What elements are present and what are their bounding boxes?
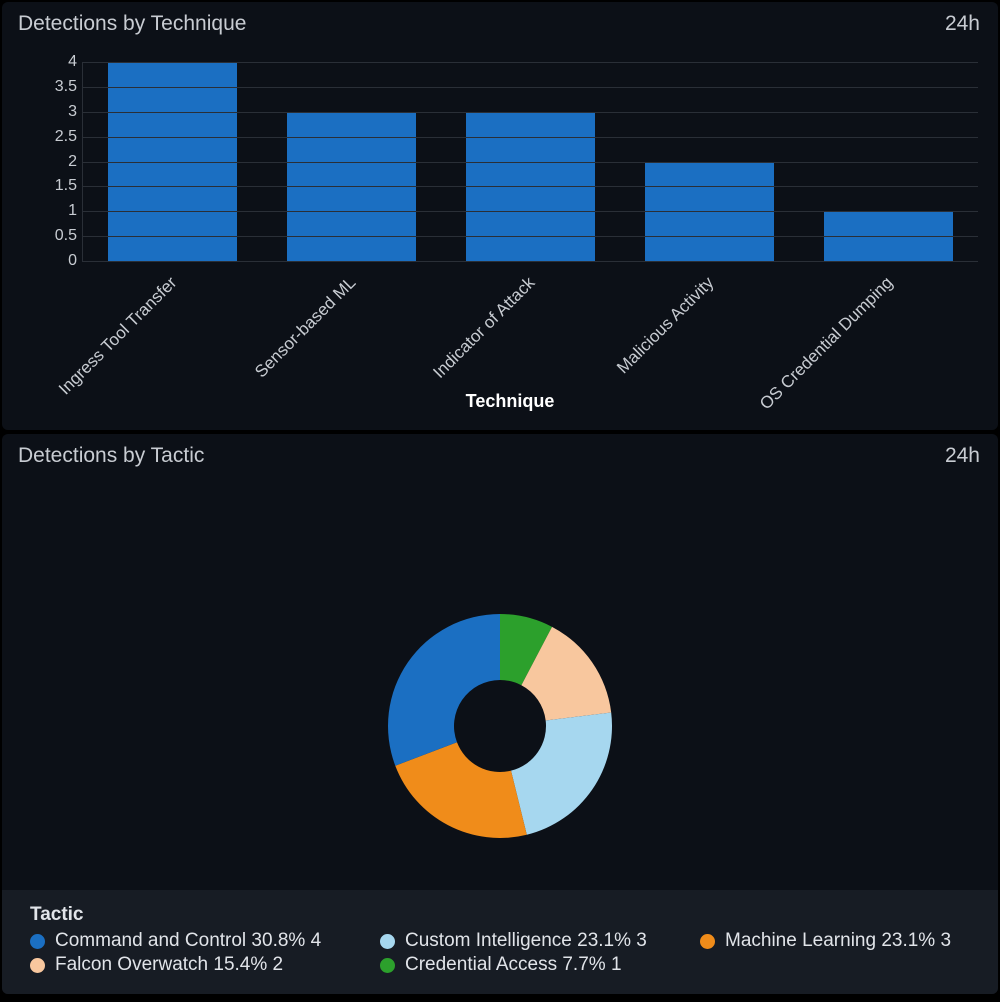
bar-category-label: OS Credential Dumping xyxy=(756,273,897,414)
legend-item-label: Falcon Overwatch 15.4% 2 xyxy=(55,954,283,976)
legend-dot-icon xyxy=(700,934,715,949)
grid-line xyxy=(83,211,978,212)
y-tick-label: 4 xyxy=(68,53,77,71)
y-tick-label: 2 xyxy=(68,153,77,171)
bar-category-label: Sensor-based ML xyxy=(251,273,360,382)
y-tick-label: 1 xyxy=(68,202,77,220)
legend-grid: Command and Control 30.8% 4 Custom Intell… xyxy=(30,930,970,976)
legend-item[interactable]: Custom Intelligence 23.1% 3 xyxy=(380,930,690,952)
grid-line xyxy=(83,162,978,163)
legend-dot-icon xyxy=(30,934,45,949)
legend-item-label: Command and Control 30.8% 4 xyxy=(55,930,321,952)
legend-item-label: Machine Learning 23.1% 3 xyxy=(725,930,951,952)
grid-line xyxy=(83,62,978,63)
legend-title: Tactic xyxy=(30,904,970,926)
legend-item[interactable]: Command and Control 30.8% 4 xyxy=(30,930,370,952)
donut-slice[interactable] xyxy=(511,712,612,834)
legend-item-label: Custom Intelligence 23.1% 3 xyxy=(405,930,647,952)
grid-line xyxy=(83,186,978,187)
legend-item[interactable]: Machine Learning 23.1% 3 xyxy=(700,930,970,952)
panel-title: Detections by Tactic xyxy=(18,444,204,468)
bar-plot-area: Ingress Tool TransferSensor-based MLIndi… xyxy=(82,62,978,262)
grid-line xyxy=(83,137,978,138)
grid-line xyxy=(83,236,978,237)
panel-header: Detections by Technique 24h xyxy=(2,2,998,36)
y-tick-label: 3 xyxy=(68,103,77,121)
y-tick-label: 0 xyxy=(68,252,77,270)
bar-category-label: Malicious Activity xyxy=(613,273,718,378)
y-tick-label: 1.5 xyxy=(55,177,77,195)
x-axis-title: Technique xyxy=(466,391,555,412)
grid-line xyxy=(83,87,978,88)
legend-item[interactable]: Credential Access 7.7% 1 xyxy=(380,954,690,976)
legend-dot-icon xyxy=(380,958,395,973)
bar-category-label: Indicator of Attack xyxy=(429,273,539,383)
y-tick-label: 0.5 xyxy=(55,227,77,245)
bar-chart: Ingress Tool Transfer Sensor-based ML Indi… xyxy=(42,62,978,410)
donut-slice[interactable] xyxy=(388,614,500,766)
donut-chart xyxy=(388,614,612,843)
panel-header: Detections by Tactic 24h xyxy=(2,434,998,468)
panel-detections-by-technique: Detections by Technique 24h Ingress Tool… xyxy=(2,2,998,430)
legend-item-label: Credential Access 7.7% 1 xyxy=(405,954,622,976)
time-range-label: 24h xyxy=(945,444,980,468)
legend-dot-icon xyxy=(30,958,45,973)
y-tick-label: 3.5 xyxy=(55,78,77,96)
legend-item[interactable]: Falcon Overwatch 15.4% 2 xyxy=(30,954,370,976)
bar-category-label: Ingress Tool Transfer xyxy=(54,273,180,399)
time-range-label: 24h xyxy=(945,12,980,36)
legend-dot-icon xyxy=(380,934,395,949)
legend: Tactic Command and Control 30.8% 4 Custom… xyxy=(2,890,998,994)
grid-line xyxy=(83,112,978,113)
panel-title: Detections by Technique xyxy=(18,12,246,36)
y-tick-label: 2.5 xyxy=(55,128,77,146)
panel-detections-by-tactic: Detections by Tactic 24h Tactic Command … xyxy=(2,434,998,994)
donut-svg xyxy=(388,614,612,838)
